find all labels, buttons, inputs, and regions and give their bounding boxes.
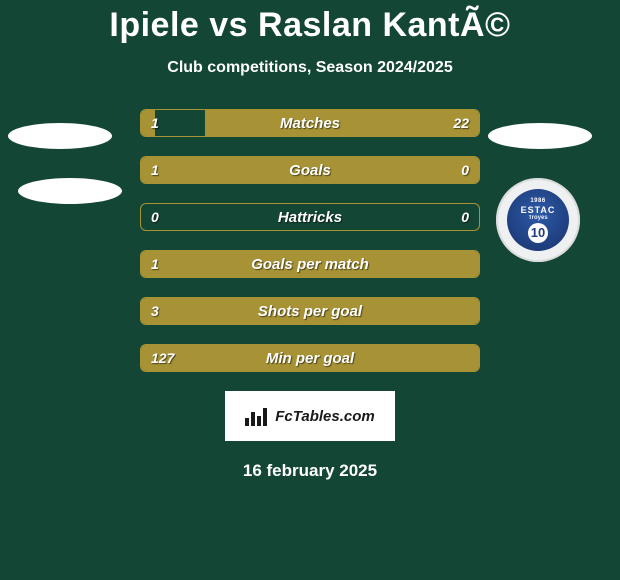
player-left-oval-1	[8, 123, 112, 149]
player-right-oval-1	[488, 123, 592, 149]
stat-row: 127Min per goal	[140, 344, 480, 372]
page-subtitle: Club competitions, Season 2024/2025	[0, 59, 620, 77]
stat-row: 1Goals per match	[140, 250, 480, 278]
stat-row: 00Hattricks	[140, 203, 480, 231]
crest-sub: Troyes	[528, 215, 547, 221]
fctables-icon	[245, 406, 269, 426]
stat-label: Hattricks	[141, 204, 479, 230]
brand-badge[interactable]: FcTables.com	[225, 391, 395, 441]
crest-number: 10	[528, 223, 548, 243]
player-left-oval-2	[18, 178, 122, 204]
club-crest-inner: 1986 ESTAC Troyes 10	[507, 189, 569, 251]
date-text: 16 february 2025	[0, 461, 620, 481]
page-title: Ipiele vs Raslan KantÃ©	[0, 0, 620, 45]
crest-name: ESTAC	[521, 205, 556, 215]
stat-label: Shots per goal	[141, 298, 479, 324]
stat-row: 122Matches	[140, 109, 480, 137]
stat-label: Goals per match	[141, 251, 479, 277]
crest-year: 1986	[530, 198, 545, 204]
stat-row: 10Goals	[140, 156, 480, 184]
brand-text: FcTables.com	[275, 408, 374, 425]
bars-container: 122Matches 10Goals 00Hattricks 1Goals per m…	[140, 109, 480, 372]
stat-label: Goals	[141, 157, 479, 183]
stat-label: Matches	[141, 110, 479, 136]
stat-row: 3Shots per goal	[140, 297, 480, 325]
stat-label: Min per goal	[141, 345, 479, 371]
club-crest: 1986 ESTAC Troyes 10	[496, 178, 580, 262]
